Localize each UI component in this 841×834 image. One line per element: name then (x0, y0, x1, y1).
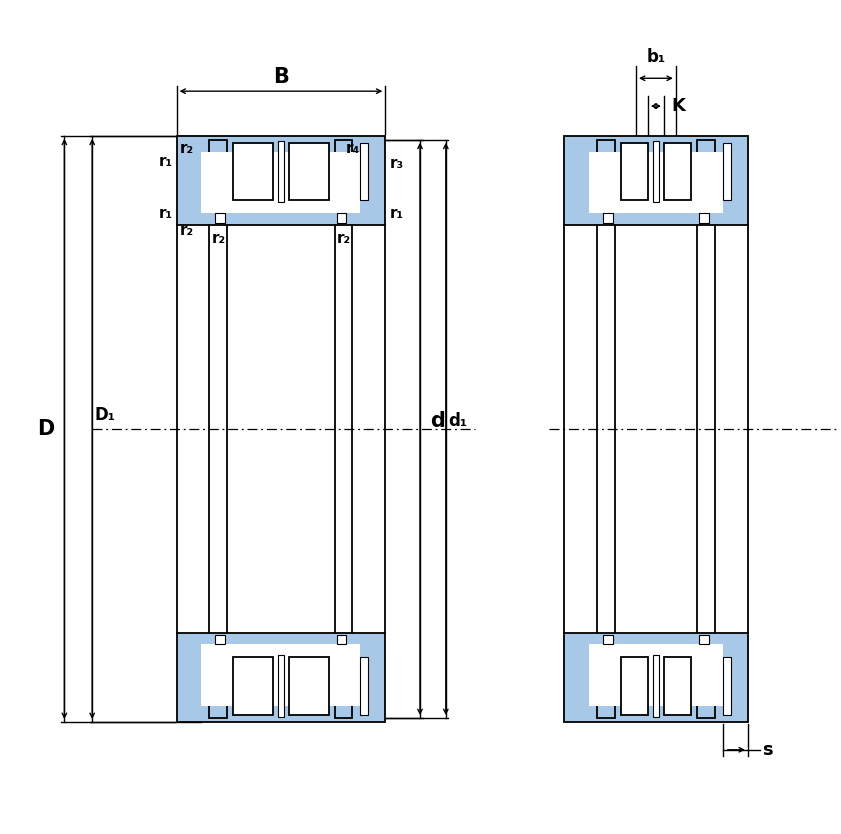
Polygon shape (723, 143, 731, 200)
Text: r₂: r₂ (180, 224, 193, 239)
Text: B: B (273, 68, 288, 88)
Polygon shape (564, 632, 748, 722)
Polygon shape (361, 143, 368, 200)
Polygon shape (335, 655, 352, 718)
Text: K: K (672, 97, 685, 115)
Polygon shape (597, 655, 615, 718)
Text: r₁: r₁ (159, 206, 172, 221)
Text: r₂: r₂ (336, 231, 351, 246)
Polygon shape (564, 136, 748, 225)
Polygon shape (621, 657, 648, 715)
Text: r₁: r₁ (390, 206, 405, 221)
Polygon shape (336, 214, 346, 224)
Polygon shape (697, 655, 715, 718)
Polygon shape (621, 143, 648, 200)
Text: r₂: r₂ (180, 141, 193, 156)
Text: r₄: r₄ (346, 141, 360, 156)
Text: D: D (37, 419, 55, 439)
Text: r₁: r₁ (159, 154, 172, 169)
Polygon shape (603, 214, 613, 224)
Polygon shape (177, 632, 385, 722)
Polygon shape (202, 645, 361, 706)
Text: r₂: r₂ (211, 231, 225, 246)
Text: D₁: D₁ (94, 406, 115, 424)
Polygon shape (664, 143, 691, 200)
Polygon shape (336, 635, 346, 645)
Polygon shape (209, 140, 227, 203)
Polygon shape (589, 152, 723, 214)
Polygon shape (653, 141, 659, 203)
Polygon shape (288, 657, 329, 715)
Polygon shape (723, 657, 731, 715)
Polygon shape (699, 214, 709, 224)
Polygon shape (177, 136, 385, 225)
Polygon shape (278, 656, 284, 717)
Polygon shape (664, 657, 691, 715)
Polygon shape (209, 655, 227, 718)
Polygon shape (233, 143, 273, 200)
Polygon shape (603, 635, 613, 645)
Polygon shape (653, 656, 659, 717)
Polygon shape (361, 657, 368, 715)
Text: s: s (762, 741, 772, 759)
Text: d: d (430, 411, 445, 431)
Text: d₁: d₁ (447, 412, 467, 430)
Polygon shape (288, 143, 329, 200)
Polygon shape (202, 152, 361, 214)
Polygon shape (233, 657, 273, 715)
Polygon shape (697, 140, 715, 203)
Polygon shape (597, 140, 615, 203)
Polygon shape (335, 140, 352, 203)
Polygon shape (589, 645, 723, 706)
Text: b₁: b₁ (647, 48, 665, 67)
Polygon shape (215, 214, 225, 224)
Polygon shape (215, 635, 225, 645)
Polygon shape (699, 635, 709, 645)
Text: r₃: r₃ (390, 156, 405, 171)
Polygon shape (278, 141, 284, 203)
